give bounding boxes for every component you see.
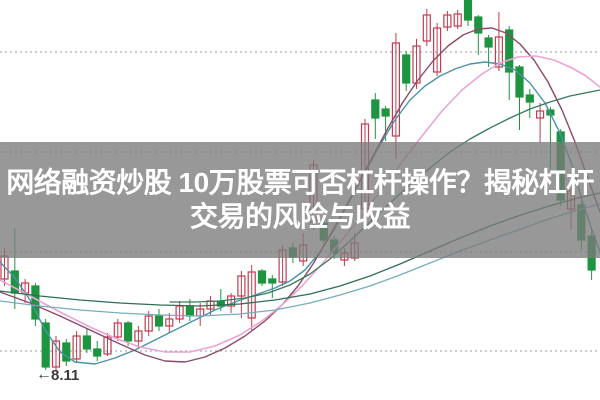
left-arrow-icon: ←	[36, 366, 52, 383]
headline-line-2: 交易的风险与收益	[189, 201, 411, 232]
headline-line-1: 网络融资炒股 10万股票可否杠杆操作？揭秘杠杆	[6, 167, 594, 198]
headline-overlay: 网络融资炒股 10万股票可否杠杆操作？揭秘杠杆 交易的风险与收益	[0, 142, 600, 258]
low-price-annotation: ← 8.11	[36, 366, 79, 384]
low-price-value: 8.11	[51, 366, 80, 384]
